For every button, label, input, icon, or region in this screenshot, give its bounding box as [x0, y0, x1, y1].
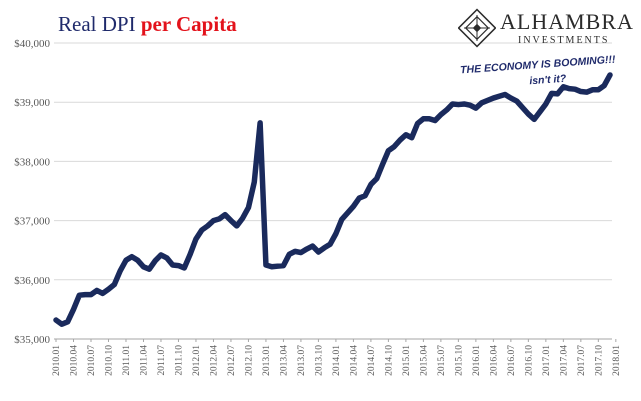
y-tick-label: $36,000 [14, 275, 50, 287]
series-line-real-dpi [53, 72, 613, 327]
x-tick-label: 2010.10 [104, 345, 114, 376]
y-tick-label: $37,000 [14, 216, 50, 228]
x-tick-label: 2012.04 [209, 345, 219, 376]
x-tick-label: 2011.04 [139, 345, 149, 376]
series-layer [53, 72, 613, 327]
x-tick-label: 2011.01 [122, 345, 132, 376]
y-tick-label: $35,000 [14, 334, 50, 346]
x-tick-label: 2010.04 [69, 345, 79, 376]
x-tick-label: 2017.01 [542, 345, 552, 376]
x-tick-label: 2012.01 [192, 345, 202, 376]
x-tick-label: 2012.07 [227, 345, 237, 376]
x-tick-label: 2013.04 [279, 345, 289, 376]
title-part-2: per Capita [140, 12, 237, 36]
axes [54, 338, 617, 342]
x-tick-label: 2015.10 [454, 345, 464, 376]
x-tick-label: 2012.10 [244, 345, 254, 376]
y-tick-label: $38,000 [14, 156, 50, 168]
x-tick-label: 2010.07 [87, 345, 97, 376]
x-tick-label: 2013.10 [314, 345, 324, 376]
x-tick-label: 2014.01 [332, 345, 342, 376]
x-tick-label: 2013.07 [297, 345, 307, 376]
diamond-logo-icon [458, 8, 496, 48]
annotation: THE ECONOMY IS BOOMING!!! isn't it? [460, 54, 617, 88]
x-tick-labels: 2010.01 2010.04 2010.07 2010.10 2011.01 2011.… [52, 345, 622, 376]
x-tick-label: 2016.10 [524, 345, 534, 376]
x-tick-label: 2015.04 [419, 345, 429, 376]
x-tick-label: 2017.07 [577, 345, 587, 376]
x-tick-label: 2011.07 [157, 345, 167, 376]
x-tick-label: 2011.10 [174, 345, 184, 376]
x-tick-label: 2014.07 [367, 345, 377, 376]
x-tick-label: 2017.10 [594, 345, 604, 376]
x-tick-label: 2016.01 [472, 345, 482, 376]
title-part-1: Real DPI [58, 12, 141, 36]
y-tick-label: $40,000 [14, 38, 50, 50]
annotation-line-1: THE ECONOMY IS BOOMING!!! [460, 54, 617, 77]
x-tick-label: 2013.01 [262, 345, 272, 376]
y-tick-label: $39,000 [14, 97, 50, 109]
y-tick-labels: $35,000 $36,000 $37,000 $38,000 $39,000 $40,0… [14, 38, 50, 346]
x-tick-label: 2015.01 [402, 345, 412, 376]
x-tick-label: 2010.01 [52, 345, 62, 376]
brand-logo: ALHAMBRA INVESTMENTS [458, 8, 634, 48]
x-tick-label: 2014.04 [349, 345, 359, 376]
x-tick-label: 2015.07 [437, 345, 447, 376]
x-tick-label: 2018.01 [612, 345, 622, 376]
x-tick-label: 2014.10 [384, 345, 394, 376]
x-tick-label: 2016.07 [507, 345, 517, 376]
chart-title: Real DPI per Capita [58, 12, 237, 36]
x-tick-label: 2016.04 [489, 345, 499, 376]
logo-name: ALHAMBRA [500, 9, 634, 34]
annotation-line-2: isn't it? [529, 73, 567, 88]
x-tick-label: 2017.04 [559, 345, 569, 376]
logo-subtitle: INVESTMENTS [518, 35, 610, 46]
